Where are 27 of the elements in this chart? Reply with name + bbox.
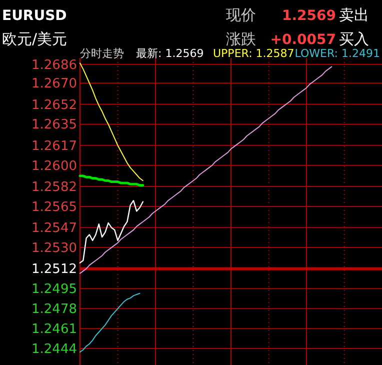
ytick: 1.2617 bbox=[32, 138, 77, 154]
annotation: LOWER: 1.2491 bbox=[294, 47, 380, 60]
subtitle: 欧元/美元 bbox=[2, 30, 68, 48]
ytick: 1.2582 bbox=[32, 180, 77, 195]
annotation: +0.0057 bbox=[270, 32, 336, 48]
annotation: 现价 bbox=[226, 6, 256, 24]
title: EURUSD bbox=[2, 8, 67, 24]
ytick: 1.2478 bbox=[32, 302, 77, 318]
ytick: 1.2495 bbox=[32, 282, 77, 298]
annotation: 卖出 bbox=[339, 6, 369, 24]
ytick: 1.2652 bbox=[32, 98, 77, 113]
ytick: 1.2530 bbox=[32, 241, 77, 256]
ytick: 1.2547 bbox=[32, 221, 77, 236]
ytick: 1.2670 bbox=[32, 76, 77, 92]
annotation: 分时走势 bbox=[80, 47, 124, 60]
annotation: 最新: 1.2569 bbox=[136, 47, 204, 60]
ytick: 1.2635 bbox=[32, 118, 77, 133]
annotation: 涨跌 bbox=[226, 30, 256, 48]
ytick: 1.2444 bbox=[32, 342, 77, 358]
ytick: 1.2686 bbox=[32, 58, 77, 73]
annotation: 1.2569 bbox=[282, 8, 336, 24]
ytick: 1.2565 bbox=[32, 200, 77, 215]
ytick: 1.2512 bbox=[32, 262, 77, 278]
ytick: 1.2600 bbox=[32, 158, 77, 174]
ytick: 1.2461 bbox=[32, 322, 77, 338]
annotation: UPPER: 1.2587 bbox=[213, 47, 294, 60]
annotation: 买入 bbox=[339, 30, 369, 48]
